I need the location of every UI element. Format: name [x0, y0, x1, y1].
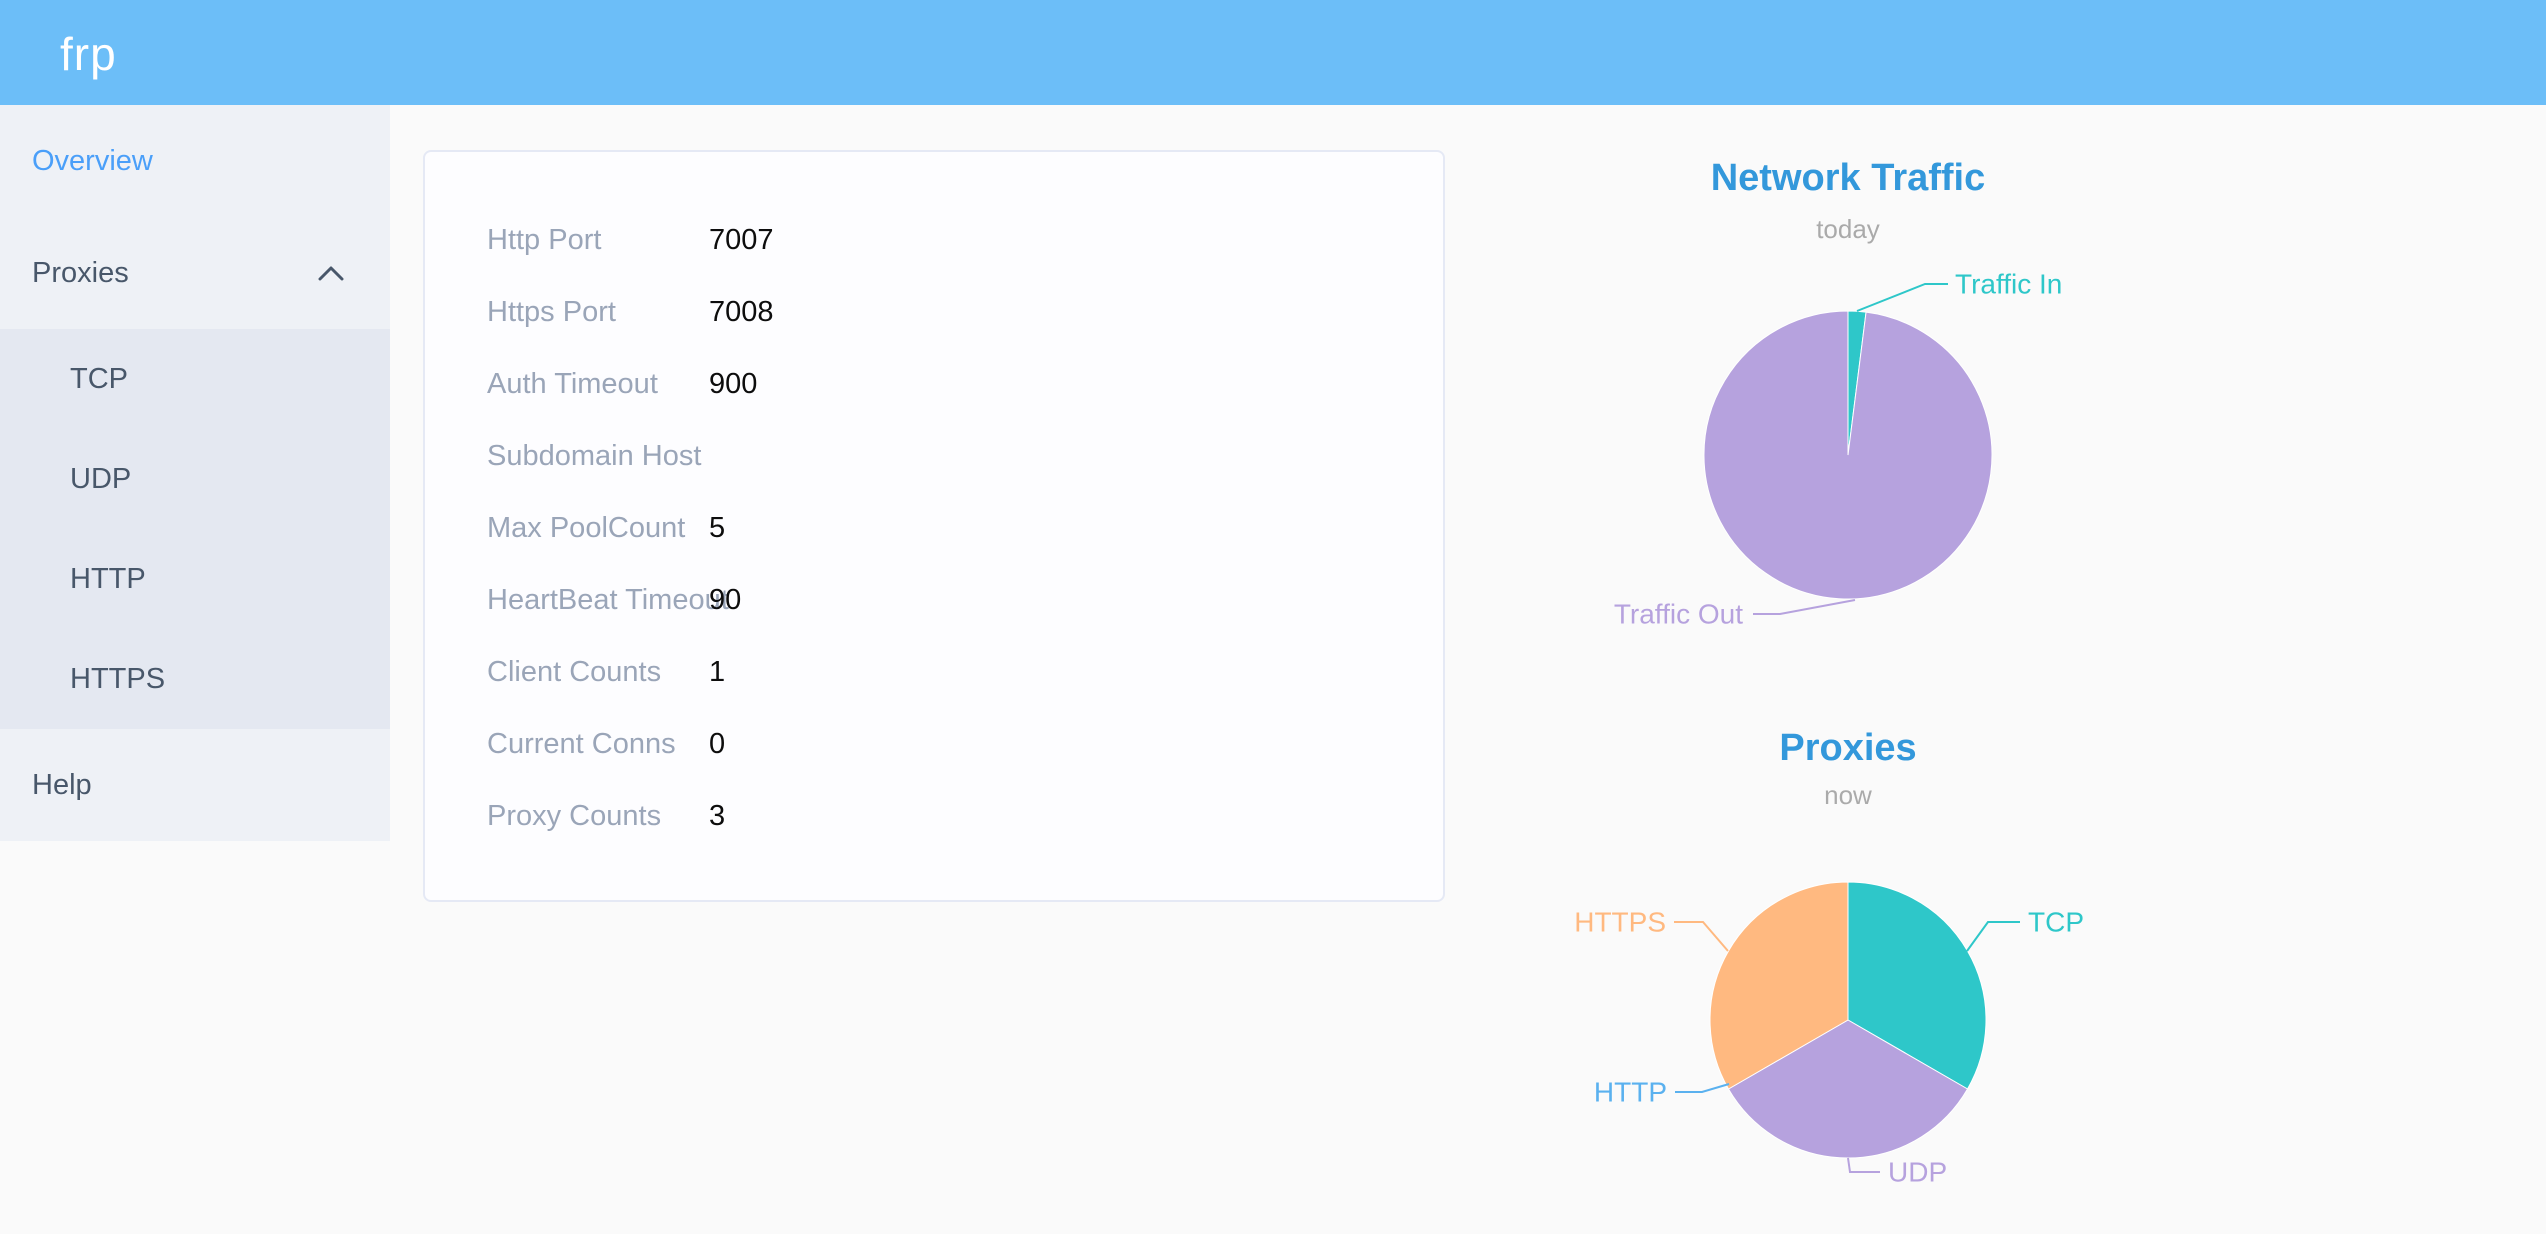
info-label: Current Conns	[487, 727, 676, 760]
network-traffic-chart: Network Traffic today Traffic In Traffic…	[1448, 150, 2248, 670]
proxies-submenu: TCP UDP HTTP HTTPS	[0, 329, 390, 729]
sidebar-item-help-label: Help	[32, 769, 92, 801]
info-row-max-poolcount: Max PoolCount 5	[425, 492, 1443, 564]
sidebar-item-udp-label: UDP	[70, 463, 132, 495]
sidebar-item-tcp-label: TCP	[70, 363, 128, 395]
info-value: 5	[709, 511, 726, 544]
proxies-subtitle: now	[1824, 780, 1872, 810]
info-label: HeartBeat Timeout	[487, 583, 729, 616]
info-row-subdomain-host: Subdomain Host	[425, 420, 1443, 492]
https-slice-label: HTTPS	[1574, 907, 1666, 938]
info-value: 0	[709, 727, 726, 760]
info-label: Max PoolCount	[487, 511, 686, 544]
sidebar-item-tcp[interactable]: TCP	[0, 329, 390, 429]
chevron-up-icon	[318, 266, 344, 281]
traffic-out-leader-line	[1753, 599, 1856, 615]
proxies-chart: Proxies now TCP UDP HTTP HTTPS	[1448, 700, 2248, 1234]
traffic-in-label: Traffic In	[1955, 269, 2062, 300]
sidebar-item-http-label: HTTP	[70, 563, 146, 595]
info-value: 1	[709, 655, 726, 688]
info-row-client-counts: Client Counts 1	[425, 636, 1443, 708]
sidebar-item-udp[interactable]: UDP	[0, 429, 390, 529]
info-label: Http Port	[487, 223, 602, 256]
http-slice-label: HTTP	[1594, 1077, 1667, 1108]
info-value: 7008	[709, 295, 774, 328]
info-row-https-port: Https Port 7008	[425, 276, 1443, 348]
https-leader-line	[1674, 921, 1729, 952]
info-label: Https Port	[487, 295, 616, 328]
tcp-slice-label: TCP	[2028, 907, 2084, 938]
sidebar-item-https-label: HTTPS	[70, 663, 166, 695]
sidebar-item-overview-label: Overview	[32, 145, 153, 177]
sidebar-item-https[interactable]: HTTPS	[0, 629, 390, 729]
info-value: 900	[709, 367, 758, 400]
sidebar-item-http[interactable]: HTTP	[0, 529, 390, 629]
sidebar-item-proxies-label: Proxies	[32, 257, 129, 289]
proxies-pie: TCP UDP HTTP HTTPS	[1574, 881, 2084, 1188]
app-logo[interactable]: frp	[60, 28, 117, 80]
info-label: Proxy Counts	[487, 799, 662, 832]
tcp-leader-line	[1966, 921, 2020, 952]
sidebar-item-proxies[interactable]: Proxies	[0, 217, 390, 329]
info-row-proxy-counts: Proxy Counts 3	[425, 780, 1443, 852]
network-traffic-pie: Traffic In Traffic Out	[1614, 269, 2063, 630]
sidebar-item-overview[interactable]: Overview	[0, 105, 390, 217]
sidebar-item-help[interactable]: Help	[0, 729, 390, 841]
pie-slice-https[interactable]	[1709, 881, 1849, 1090]
http-leader-line	[1675, 1083, 1730, 1093]
info-label: Client Counts	[487, 655, 662, 688]
info-value: 7007	[709, 223, 774, 256]
header-bar: frp	[0, 0, 2546, 105]
traffic-out-label: Traffic Out	[1614, 599, 1743, 630]
sidebar: Overview Proxies TCP UDP HTTP HTTPS Help	[0, 105, 390, 841]
info-label: Auth Timeout	[487, 367, 658, 400]
info-row-auth-timeout: Auth Timeout 900	[425, 348, 1443, 420]
info-label: Subdomain Host	[487, 439, 702, 472]
server-info-card: Http Port 7007 Https Port 7008 Auth Time…	[423, 150, 1445, 902]
traffic-in-leader-line	[1856, 283, 1948, 312]
info-row-current-conns: Current Conns 0	[425, 708, 1443, 780]
proxies-title: Proxies	[1779, 727, 1917, 769]
udp-leader-line	[1847, 1157, 1880, 1173]
udp-slice-label: UDP	[1888, 1157, 1947, 1188]
pie-slice-udp[interactable]	[1727, 1019, 1969, 1159]
info-row-http-port: Http Port 7007	[425, 204, 1443, 276]
info-value: 3	[709, 799, 726, 832]
pie-slice-traffic-out[interactable]	[1703, 310, 1993, 600]
info-row-heartbeat-timeout: HeartBeat Timeout 90	[425, 564, 1443, 636]
network-traffic-subtitle: today	[1816, 214, 1880, 244]
network-traffic-title: Network Traffic	[1710, 157, 1986, 199]
info-value: 90	[709, 583, 742, 616]
